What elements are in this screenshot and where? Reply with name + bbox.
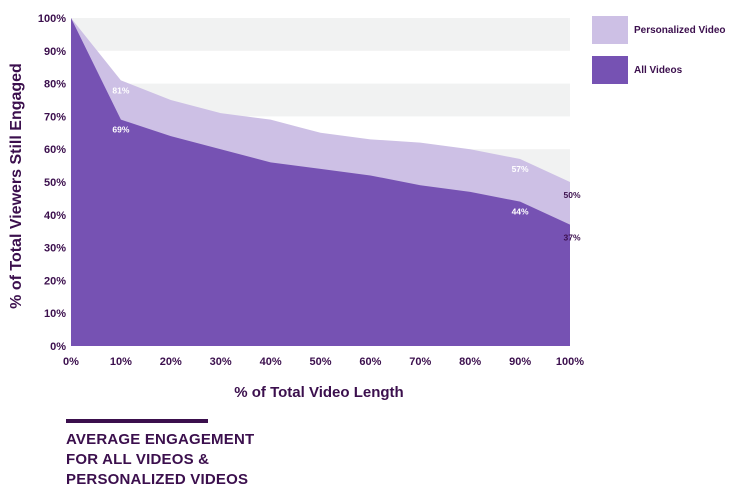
x-tick-label: 80% xyxy=(459,356,481,368)
x-tick-label: 50% xyxy=(309,356,331,368)
x-tick-label: 70% xyxy=(409,356,431,368)
area-series-all-videos xyxy=(71,18,570,346)
y-tick-label: 90% xyxy=(44,46,66,58)
y-tick-label: 20% xyxy=(44,275,66,287)
chart-caption: AVERAGE ENGAGEMENT FOR ALL VIDEOS & PERS… xyxy=(66,430,306,490)
x-tick-label: 100% xyxy=(556,356,584,368)
grid-band xyxy=(71,18,570,51)
y-axis-label: % of Total Viewers Still Engaged xyxy=(8,63,25,309)
y-tick-label: 40% xyxy=(44,210,66,222)
x-tick-label: 60% xyxy=(359,356,381,368)
legend-all-videos: All Videos xyxy=(592,56,682,84)
y-tick-label: 10% xyxy=(44,308,66,320)
x-tick-label: 0% xyxy=(63,356,79,368)
x-tick-label: 30% xyxy=(210,356,232,368)
legend-label-all-videos: All Videos xyxy=(634,64,683,76)
data-label: 50% xyxy=(563,190,580,200)
caption-line-3: PERSONALIZED VIDEOS xyxy=(66,471,249,488)
y-tick-label: 60% xyxy=(44,144,66,156)
caption-line-1: AVERAGE ENGAGEMENT xyxy=(66,431,255,448)
caption-line-2: FOR ALL VIDEOS & xyxy=(66,451,210,468)
x-tick-label: 20% xyxy=(160,356,182,368)
y-tick-label: 30% xyxy=(44,243,66,255)
data-label: 69% xyxy=(112,125,129,135)
legend-swatch-personalized xyxy=(592,16,628,44)
x-tick-label: 10% xyxy=(110,356,132,368)
y-tick-label: 80% xyxy=(44,79,66,91)
y-tick-label: 100% xyxy=(38,13,66,25)
data-labels: 81% 57% 50% 69% 44% 37% xyxy=(112,85,581,242)
y-tick-label: 50% xyxy=(44,177,66,189)
axis-ticks: 0% 10% 20% 30% 40% 50% 60% 70% 80% 90% 100% 0% 10% 20… xyxy=(38,13,584,368)
x-tick-label: 40% xyxy=(260,356,282,368)
x-tick-label: 90% xyxy=(509,356,531,368)
caption-accent-bar xyxy=(66,419,208,423)
y-tick-label: 0% xyxy=(50,341,66,353)
legend-swatch-all-videos xyxy=(592,56,628,84)
y-tick-label: 70% xyxy=(44,111,66,123)
data-label: 57% xyxy=(512,164,529,174)
legend-label-personalized: Personalized Video xyxy=(634,24,726,36)
legend-personalized: Personalized Video xyxy=(592,16,726,44)
data-label: 37% xyxy=(563,233,580,243)
data-label: 44% xyxy=(512,207,529,217)
data-label: 81% xyxy=(112,85,129,95)
x-axis-label: % of Total Video Length xyxy=(234,384,403,401)
chart-areas xyxy=(71,18,570,346)
